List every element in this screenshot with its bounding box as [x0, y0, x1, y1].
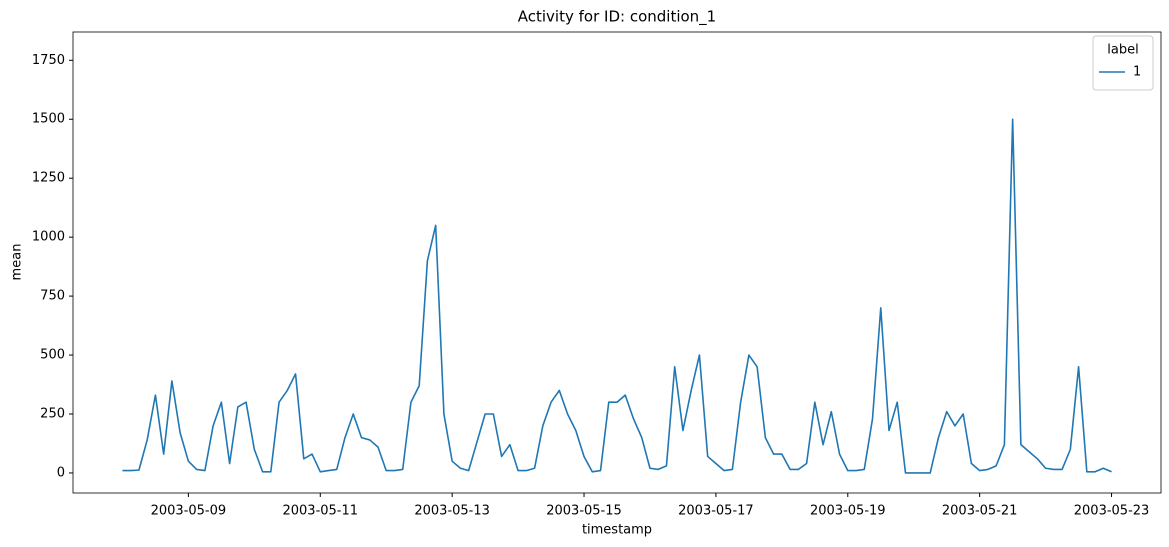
chart-title: Activity for ID: condition_1 [518, 8, 716, 27]
data-line [122, 118, 1112, 474]
plot-frame [72, 31, 1162, 494]
y-tick-label: 1250 [32, 171, 65, 186]
y-tick-label: 1000 [32, 230, 65, 245]
x-tick-label: 2003-05-15 [546, 504, 622, 519]
x-axis-label: timestamp [582, 523, 652, 538]
x-tick-label: 2003-05-17 [678, 504, 754, 519]
x-tick-label: 2003-05-11 [282, 504, 358, 519]
x-tick-label: 2003-05-21 [942, 504, 1018, 519]
y-tick-label: 750 [40, 289, 65, 304]
y-tick-label: 1750 [32, 53, 65, 68]
x-tick-label: 2003-05-13 [414, 504, 490, 519]
y-tick-label: 500 [40, 348, 65, 363]
legend-label: 1 [1133, 65, 1141, 80]
legend-box [1092, 35, 1154, 91]
y-tick-label: 250 [40, 407, 65, 422]
x-tick-label: 2003-05-19 [810, 504, 886, 519]
y-tick-label: 0 [57, 465, 65, 480]
x-tick-label: 2003-05-09 [151, 504, 227, 519]
y-axis-label: mean [10, 244, 25, 281]
x-tick-label: 2003-05-23 [1074, 504, 1150, 519]
legend-title: label [1107, 43, 1138, 58]
y-tick-label: 1500 [32, 112, 65, 127]
